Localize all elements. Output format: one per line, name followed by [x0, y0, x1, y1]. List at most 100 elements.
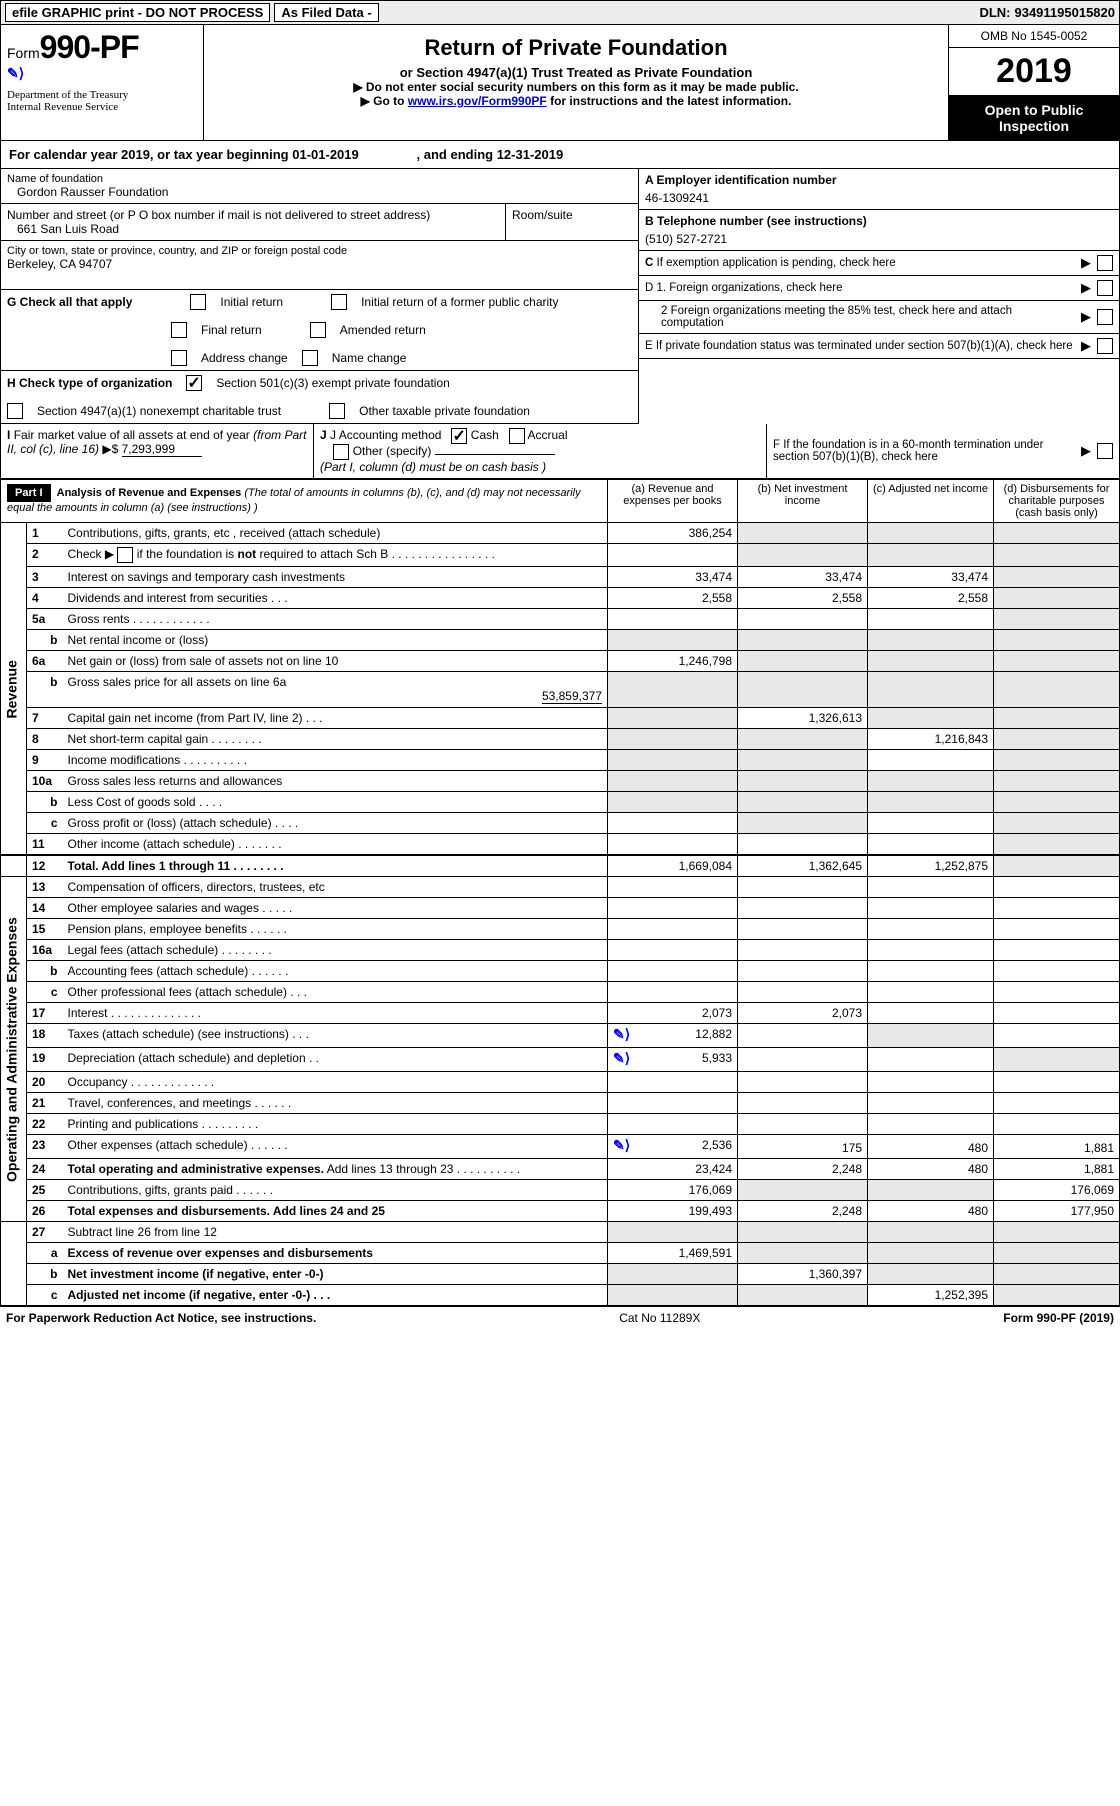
accounting-method-label: J Accounting method	[330, 428, 441, 442]
address-change-checkbox[interactable]	[171, 350, 187, 366]
cell: 176,069	[994, 1180, 1120, 1201]
60month-checkbox[interactable]	[1097, 443, 1113, 459]
part1-badge: Part I	[7, 484, 51, 502]
line-num: 24	[27, 1159, 63, 1180]
line-num: 20	[27, 1072, 63, 1093]
attachment-icon[interactable]: ✎⟩	[613, 1051, 630, 1068]
line-num: b	[27, 1264, 63, 1285]
opt-4947: Section 4947(a)(1) nonexempt charitable …	[37, 404, 281, 418]
4947a1-checkbox[interactable]	[7, 403, 23, 419]
accrual-checkbox[interactable]	[509, 428, 525, 444]
opt-addrchange: Address change	[201, 351, 288, 365]
line-desc: Subtract line 26 from line 12	[63, 1222, 608, 1243]
line-num: c	[27, 1285, 63, 1306]
line-num: 26	[27, 1201, 63, 1222]
line-desc: Net rental income or (loss)	[63, 630, 608, 651]
cell: 1,881	[994, 1135, 1120, 1159]
attachment-icon[interactable]: ✎⟩	[613, 1138, 630, 1155]
cell: 1,216,843	[868, 729, 994, 750]
cell: 23,424	[608, 1159, 738, 1180]
arrow-icon: ▶	[1081, 280, 1091, 296]
section-d1-text: D 1. Foreign organizations, check here	[645, 282, 1075, 294]
opt-final: Final return	[201, 323, 262, 337]
line-desc: Interest on savings and temporary cash i…	[63, 567, 608, 588]
amended-return-checkbox[interactable]	[310, 322, 326, 338]
cell: 2,558	[868, 588, 994, 609]
line-num: 25	[27, 1180, 63, 1201]
section-h-label: H Check type of organization	[7, 376, 172, 390]
line-num: 11	[27, 834, 63, 856]
calyear-mid: , and ending	[417, 147, 497, 162]
col-d-header: (d) Disbursements for charitable purpose…	[994, 480, 1120, 523]
cell: 1,252,395	[868, 1285, 994, 1306]
form-title: Return of Private Foundation	[214, 35, 938, 61]
line-num: 18	[27, 1024, 63, 1048]
efile-icon[interactable]: ✎⟩	[7, 67, 24, 82]
cell: 2,558	[608, 588, 738, 609]
foundation-name: Gordon Rausser Foundation	[7, 185, 632, 199]
other-taxable-checkbox[interactable]	[329, 403, 345, 419]
cell: 2,536	[702, 1138, 732, 1152]
line-desc: Contributions, gifts, grants paid . . . …	[63, 1180, 608, 1201]
col-a-header: (a) Revenue and expenses per books	[608, 480, 738, 523]
dept-line2: Internal Revenue Service	[7, 101, 197, 113]
line-num: c	[27, 982, 63, 1003]
other-method-checkbox[interactable]	[333, 444, 349, 460]
501c3-checkbox[interactable]	[186, 375, 202, 391]
line-num: 4	[27, 588, 63, 609]
cash-checkbox[interactable]	[451, 428, 467, 444]
foreign-org-checkbox[interactable]	[1097, 280, 1113, 296]
page-footer: For Paperwork Reduction Act Notice, see …	[0, 1306, 1120, 1329]
line-num: b	[27, 792, 63, 813]
final-return-checkbox[interactable]	[171, 322, 187, 338]
cat-number: Cat No 11289X	[619, 1311, 700, 1325]
tel-value: (510) 527-2721	[645, 232, 1113, 246]
line-num: 16a	[27, 940, 63, 961]
initial-return-checkbox[interactable]	[190, 294, 206, 310]
line-num: b	[27, 672, 63, 708]
form-label: Form	[7, 45, 40, 61]
form-number: 990-PF	[40, 29, 139, 65]
opt-cash: Cash	[471, 428, 499, 442]
col-c-header: (c) Adjusted net income	[868, 480, 994, 523]
address-label: Number and street (or P O box number if …	[7, 208, 499, 222]
status-terminated-checkbox[interactable]	[1097, 338, 1113, 354]
cell: 2,073	[738, 1003, 868, 1024]
instructions-link[interactable]: www.irs.gov/Form990PF	[408, 94, 547, 108]
line-num: 12	[27, 855, 63, 877]
room-label: Room/suite	[512, 208, 632, 222]
cell: 1,252,875	[868, 855, 994, 877]
cell: 1,669,084	[608, 855, 738, 877]
ein-label: A Employer identification number	[645, 173, 837, 187]
line-num: 2	[27, 544, 63, 567]
foreign-85pct-checkbox[interactable]	[1097, 309, 1113, 325]
cell: 386,254	[608, 523, 738, 544]
attachment-icon[interactable]: ✎⟩	[613, 1027, 630, 1044]
line-desc: Total operating and administrative expen…	[63, 1159, 608, 1180]
line-desc: Excess of revenue over expenses and disb…	[63, 1243, 608, 1264]
line-num: 27	[27, 1222, 63, 1243]
arrow-icon: ▶	[1081, 443, 1091, 459]
gross-sales-inline: 53,859,377	[542, 689, 602, 704]
cell: 1,881	[994, 1159, 1120, 1180]
schb-checkbox[interactable]	[117, 547, 133, 563]
initial-former-checkbox[interactable]	[331, 294, 347, 310]
part1-table: Part I Analysis of Revenue and Expenses …	[0, 479, 1120, 1306]
line-num: 23	[27, 1135, 63, 1159]
cell: 175	[738, 1135, 868, 1159]
opt-initial: Initial return	[220, 295, 283, 309]
line-desc: Gross sales less returns and allowances	[63, 771, 608, 792]
line-desc: Net gain or (loss) from sale of assets n…	[63, 651, 608, 672]
name-change-checkbox[interactable]	[302, 350, 318, 366]
opt-other-tax: Other taxable private foundation	[359, 404, 530, 418]
section-g-label: G Check all that apply	[7, 295, 132, 309]
goto-pre: ▶ Go to	[361, 94, 408, 108]
public-inspection: Open to Public Inspection	[949, 96, 1119, 140]
section-e-text: E If private foundation status was termi…	[645, 340, 1075, 352]
cell: 2,558	[738, 588, 868, 609]
city-state-zip: Berkeley, CA 94707	[7, 257, 632, 271]
opt-other-method: Other (specify)	[353, 444, 432, 458]
line-desc: Legal fees (attach schedule) . . . . . .…	[63, 940, 608, 961]
line-num: a	[27, 1243, 63, 1264]
exemption-pending-checkbox[interactable]	[1097, 255, 1113, 271]
